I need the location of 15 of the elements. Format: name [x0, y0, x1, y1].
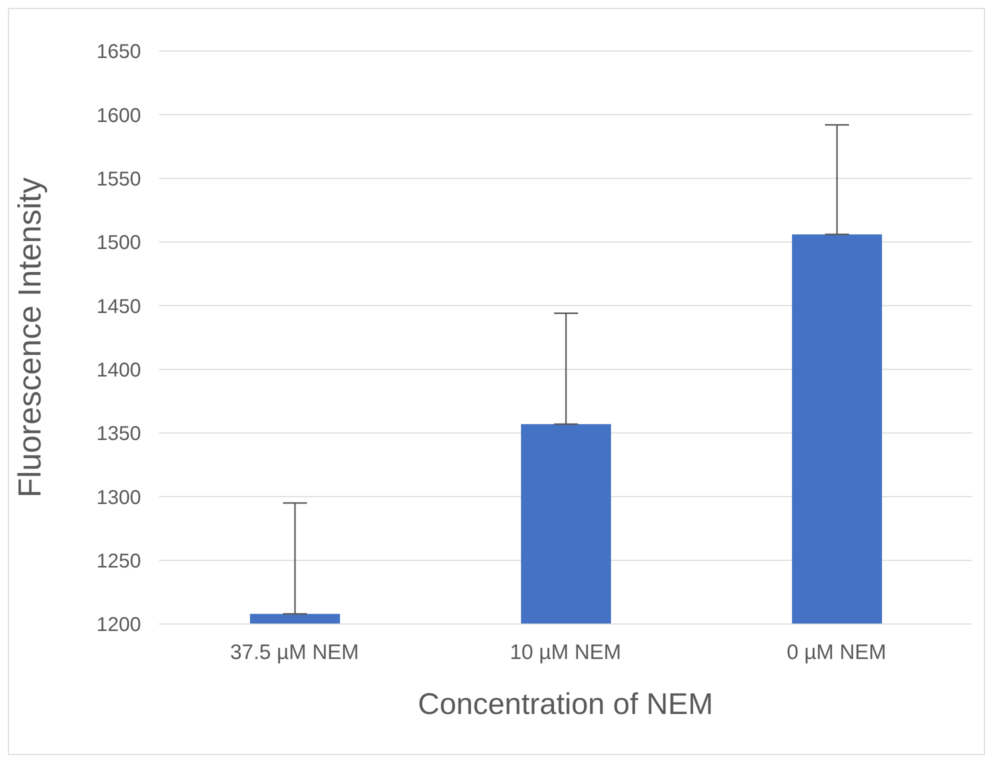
y-tick-label: 1400 — [96, 359, 141, 382]
y-tick-label: 1450 — [96, 296, 141, 318]
x-tick-label: 0 µM NEM — [786, 640, 886, 664]
y-tick-label: 1300 — [96, 486, 141, 509]
y-axis-title: Fluorescence Intensity — [11, 177, 48, 498]
x-tick-label: 10 µM NEM — [510, 640, 622, 664]
x-axis-title: Concentration of NEM — [418, 688, 714, 721]
y-tick-label: 1250 — [96, 550, 141, 572]
x-tick-label: 37.5 µM NEM — [230, 640, 359, 664]
y-tick-label: 1650 — [96, 41, 141, 64]
y-tick-label: 1500 — [96, 232, 141, 254]
y-tick-label: 1350 — [96, 423, 141, 446]
y-tick-label: 1200 — [96, 614, 141, 636]
y-tick-label: 1600 — [96, 104, 141, 127]
y-tick-label: 1550 — [96, 168, 141, 190]
